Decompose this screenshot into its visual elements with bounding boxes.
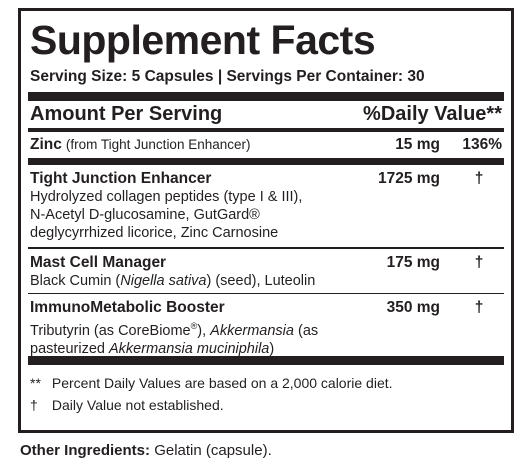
imb-line-1: Tributyrin (as CoreBiome®), Akkermansia … <box>30 317 502 340</box>
thin-divider <box>28 292 504 294</box>
ingredient-row-tight-junction-enhancer: Tight Junction Enhancer Hydrolyzed colla… <box>30 165 502 247</box>
imb-text: ) <box>269 340 275 357</box>
imb-latin-name: Akkermansia muciniphila <box>109 340 270 357</box>
imb-text: pasteurized <box>30 340 109 357</box>
imb-text: (as <box>293 322 319 339</box>
thick-divider <box>28 158 504 165</box>
mcm-name: Mast Cell Manager <box>30 253 167 271</box>
zinc-name: Zinc <box>30 136 62 153</box>
mcm-latin-name: Nigella sativa <box>120 272 207 289</box>
footnote-text: Percent Daily Values are based on a 2,00… <box>51 375 393 391</box>
serving-separator: | <box>217 68 223 85</box>
mcm-text: Black Cumin ( <box>30 272 121 289</box>
zinc-amount: 15 mg <box>395 136 440 153</box>
tje-line-1: Hydrolyzed collagen peptides (type I & I… <box>30 189 303 205</box>
amount-per-serving-label: Amount Per Serving <box>30 103 223 125</box>
mcm-amount: 175 mg <box>386 253 440 271</box>
tje-name: Tight Junction Enhancer <box>30 170 212 187</box>
imb-latin-name: Akkermansia <box>210 322 294 339</box>
imb-line-2: pasteurized Akkermansia muciniphila) <box>30 340 502 358</box>
thin-divider <box>28 247 504 249</box>
thick-divider <box>28 356 504 365</box>
ingredient-row-immunometabolic-booster: ImmunoMetabolic Booster Tributyrin (as C… <box>30 294 502 358</box>
tje-amount: 1725 mg <box>377 170 440 187</box>
footnote-daily-value: ** Percent Daily Values are based on a 2… <box>30 372 502 394</box>
mcm-daily-value: † <box>474 253 484 271</box>
footnotes: ** Percent Daily Values are based on a 2… <box>30 365 502 416</box>
imb-text: ), <box>197 322 211 339</box>
footnote-mark: † <box>30 397 38 413</box>
imb-text: Tributyrin (as CoreBiome <box>30 322 191 339</box>
ingredient-row-mast-cell-manager: Mast Cell Manager Black Cumin (Nigella s… <box>30 249 502 293</box>
tje-daily-value: † <box>474 170 484 187</box>
other-ingredients: Other Ingredients: Gelatin (capsule). <box>20 442 272 459</box>
daily-value-label: %Daily Value** <box>363 103 502 125</box>
registered-mark: ® <box>190 321 198 331</box>
nutrient-row-zinc: Zinc (from Tight Junction Enhancer) 15 m… <box>30 132 502 158</box>
zinc-daily-value: 136% <box>462 136 502 153</box>
serving-info: Serving Size: 5 Capsules | Servings Per … <box>30 67 502 86</box>
footnote-text: Daily Value not established. <box>51 397 224 413</box>
thick-divider <box>28 92 504 101</box>
panel-title: Supplement Facts <box>30 17 376 63</box>
imb-amount: 350 mg <box>386 299 440 316</box>
other-ingredients-label: Other Ingredients: <box>20 442 151 459</box>
medium-divider <box>28 128 504 132</box>
zinc-source: (from Tight Junction Enhancer) <box>65 137 251 152</box>
footnote-mark: ** <box>30 375 41 391</box>
servings-per-container: Servings Per Container: 30 <box>226 68 425 85</box>
imb-name: ImmunoMetabolic Booster <box>30 299 225 316</box>
serving-size: Serving Size: 5 Capsules <box>30 68 214 85</box>
supplement-facts-panel: Supplement Facts Serving Size: 5 Capsule… <box>18 8 514 433</box>
imb-daily-value: † <box>474 299 484 316</box>
other-ingredients-value: Gelatin (capsule). <box>154 442 272 459</box>
column-header: Amount Per Serving %Daily Value** <box>30 101 502 128</box>
mcm-ingredients: Black Cumin (Nigella sativa) (seed), Lut… <box>30 272 502 290</box>
tje-line-3: deglycyrrhized licorice, Zinc Carnosine <box>30 225 279 241</box>
footnote-not-established: † Daily Value not established. <box>30 394 502 416</box>
mcm-text: ) (seed), Luteolin <box>206 272 316 289</box>
tje-line-2: N-Acetyl D-glucosamine, GutGard® <box>30 207 260 223</box>
